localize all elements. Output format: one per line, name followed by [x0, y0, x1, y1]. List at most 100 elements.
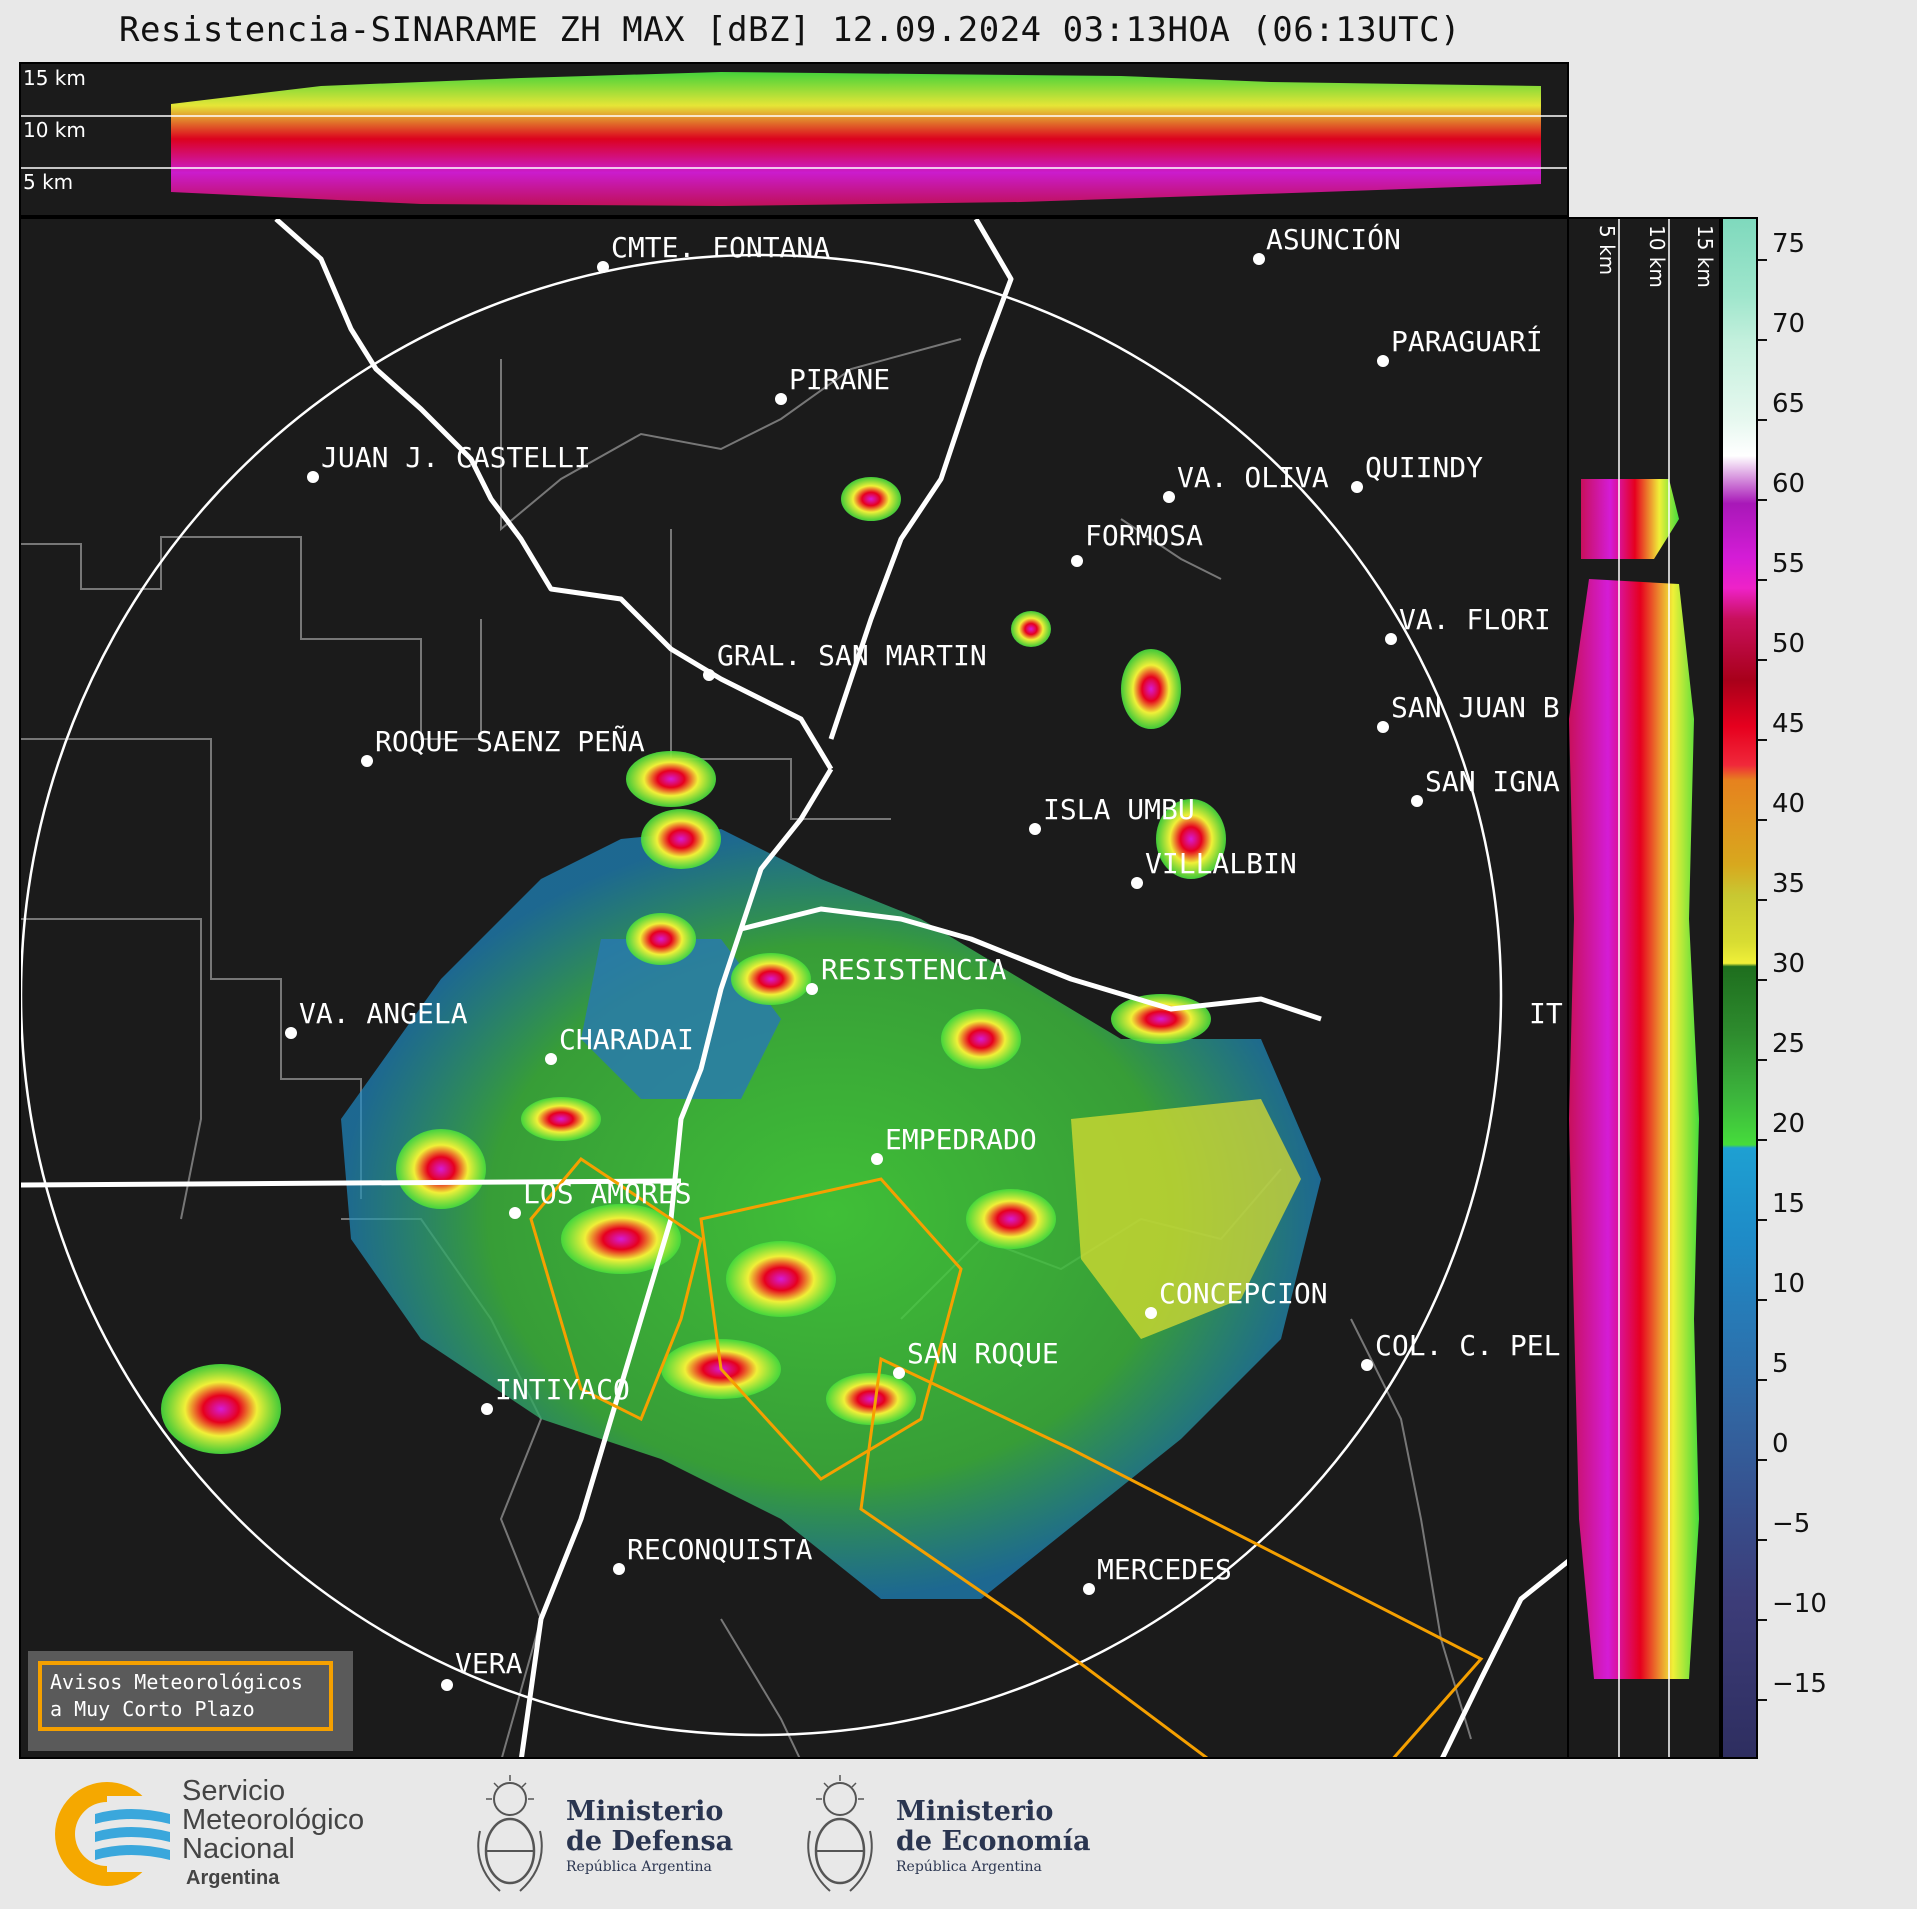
city-marker: [441, 1679, 453, 1691]
city-label: RESISTENCIA: [821, 953, 1007, 986]
smn-line1: Servicio: [182, 1775, 286, 1807]
defensa-logo-text: Ministerio de Defensa República Argentin…: [566, 1797, 733, 1877]
colorbar-tick: 0: [1758, 1429, 1789, 1474]
city-marker: [775, 393, 787, 405]
city-marker: [545, 1053, 557, 1065]
city-label: RECONQUISTA: [627, 1533, 813, 1566]
smn-line2: Meteorológico: [182, 1804, 365, 1836]
city-marker: [1029, 823, 1041, 835]
city-label: FORMOSA: [1085, 519, 1204, 552]
city-marker: [509, 1207, 521, 1219]
city-marker: [703, 669, 715, 681]
city-marker: [597, 261, 609, 273]
city-label: VA. ANGELA: [299, 997, 468, 1030]
city-marker: [1385, 633, 1397, 645]
city-marker: [1361, 1359, 1373, 1371]
city-label: GRAL. SAN MARTIN: [717, 639, 987, 672]
city-marker: [285, 1027, 297, 1039]
city-label: VA. FLORI: [1399, 603, 1551, 636]
colorbar-tick: 70: [1758, 309, 1805, 354]
colorbar-tick: 30: [1758, 949, 1805, 994]
colorbar-tick: 35: [1758, 869, 1805, 914]
coat-of-arms-icon: [807, 1775, 873, 1892]
city-label: VERA: [455, 1647, 523, 1680]
colorbar-tick: −15: [1758, 1669, 1827, 1714]
city-label: CHARADAI: [559, 1023, 694, 1056]
city-marker: [1411, 795, 1423, 807]
colorbar-tick: 55: [1758, 549, 1805, 594]
city-label: VILLALBIN: [1145, 847, 1297, 880]
warnings-legend-line1: Avisos Meteorológicos: [50, 1670, 303, 1694]
city-label: QUIINDY: [1365, 451, 1484, 484]
defensa-line3: República Argentina: [566, 1859, 712, 1875]
height-label-5km: 5 km: [1595, 225, 1619, 276]
colorbar-tick: 50: [1758, 629, 1805, 674]
warnings-legend-line2: a Muy Corto Plazo: [50, 1697, 255, 1721]
city-label: INTIYACO: [495, 1373, 630, 1406]
city-label: SAN ROQUE: [907, 1337, 1059, 1370]
city-marker: [1071, 555, 1083, 567]
colorbar-tick: 75: [1758, 229, 1805, 274]
smn-line4: Argentina: [186, 1867, 280, 1889]
height-label-10km: 10 km: [1645, 225, 1669, 288]
colorbar-tick: 15: [1758, 1189, 1805, 1234]
city-label: SAN JUAN B: [1391, 691, 1560, 724]
city-marker: [1145, 1307, 1157, 1319]
colorbar-tick: 20: [1758, 1109, 1805, 1154]
side-cross-section-panel: 5 km 10 km 15 km: [1569, 217, 1721, 1759]
colorbar-tick: 25: [1758, 1029, 1805, 1074]
smn-logo-icon: [55, 1782, 175, 1886]
warnings-legend: Avisos Meteorológicos a Muy Corto Plazo: [28, 1651, 353, 1751]
city-marker: [871, 1153, 883, 1165]
city-label: CONCEPCION: [1159, 1277, 1328, 1310]
city-label: LOS AMORES: [523, 1177, 692, 1210]
city-marker: [361, 755, 373, 767]
city-label: EMPEDRADO: [885, 1123, 1037, 1156]
map-title: Resistencia-SINARAME ZH MAX [dBZ] 12.09.…: [118, 10, 1462, 50]
colorbar-tick: 40: [1758, 789, 1805, 834]
colorbar-tick: 10: [1758, 1269, 1805, 1314]
city-label: CMTE. FONTANA: [611, 231, 831, 264]
height-label-5km: 5 km: [23, 170, 74, 194]
city-label: VA. OLIVA: [1177, 461, 1329, 494]
city-label: IT: [1529, 997, 1563, 1030]
reflectivity-colorbar: [1721, 217, 1758, 1759]
city-label: SAN IGNA: [1425, 765, 1560, 798]
colorbar-tick: 65: [1758, 389, 1805, 434]
colorbar-tick: 60: [1758, 469, 1805, 514]
radar-echoes: [21, 219, 1567, 1757]
economia-logo-text: Ministerio de Economía República Argenti…: [896, 1797, 1090, 1877]
city-label: COL. C. PEL: [1375, 1329, 1561, 1362]
city-marker: [893, 1367, 905, 1379]
footer: Servicio Meteorológico Nacional Argentin…: [0, 1759, 1917, 1909]
radar-map[interactable]: CMTE. FONTANA ASUNCIÓN PIRANE PARAGUARÍ …: [19, 217, 1569, 1759]
smn-line3: Nacional: [182, 1833, 295, 1865]
city-marker: [1253, 253, 1265, 265]
height-label-15km: 15 km: [23, 66, 86, 90]
city-label: MERCEDES: [1097, 1553, 1232, 1586]
city-marker: [1131, 877, 1143, 889]
city-marker: [481, 1403, 493, 1415]
city-marker: [1083, 1583, 1095, 1595]
colorbar-tick: 45: [1758, 709, 1805, 754]
top-cross-section-panel: 15 km 10 km 5 km: [19, 62, 1569, 217]
city-marker: [1351, 481, 1363, 493]
city-label: PIRANE: [789, 363, 891, 396]
economia-line1: Ministerio: [896, 1796, 1054, 1827]
city-label: PARAGUARÍ: [1391, 325, 1543, 358]
defensa-line1: Ministerio: [566, 1796, 724, 1827]
coat-of-arms-icon: [477, 1775, 543, 1892]
smn-logo-text: Servicio Meteorológico Nacional Argentin…: [182, 1777, 364, 1893]
city-marker: [1377, 721, 1389, 733]
city-marker: [307, 471, 319, 483]
colorbar-tick: −10: [1758, 1589, 1827, 1634]
height-label-15km: 15 km: [1693, 225, 1717, 288]
city-label: JUAN J. CASTELLI: [321, 441, 591, 474]
economia-line2: de Economía: [896, 1826, 1091, 1857]
city-label: ISLA UMBU: [1043, 793, 1195, 826]
colorbar-tick: 5: [1758, 1349, 1789, 1394]
side-echo-profile: [1569, 219, 1699, 1757]
defensa-line2: de Defensa: [566, 1826, 734, 1857]
economia-line3: República Argentina: [896, 1859, 1042, 1875]
top-echo-profile: [21, 72, 1567, 206]
